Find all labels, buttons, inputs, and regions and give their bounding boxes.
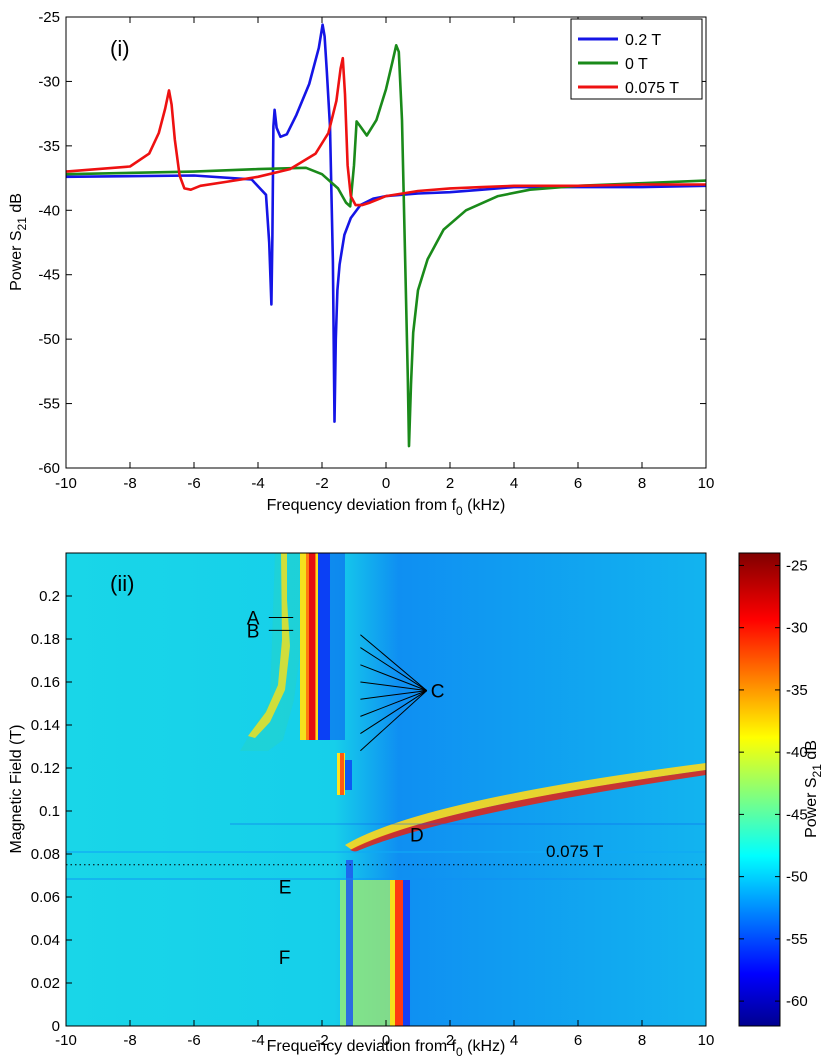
panel-label: (i) bbox=[110, 36, 130, 61]
x-tick-label: -4 bbox=[251, 1032, 264, 1049]
annotation-C-pointer bbox=[360, 690, 427, 717]
y-tick-label: 0.2 bbox=[39, 588, 60, 605]
x-tick-label: 10 bbox=[698, 1032, 715, 1049]
line-chart-panel: -10 -8 -6 -4 -2 0 2 4 6 8 10 -25 -30 -35 -40 -45 -50 -55 -… bbox=[8, 9, 714, 518]
colorbar-tick-label: -50 bbox=[786, 869, 808, 886]
legend-entry: 0.2 T bbox=[625, 32, 661, 49]
y-tick-label: 0.12 bbox=[31, 760, 60, 777]
dotted-line-label: 0.075 T bbox=[546, 842, 603, 861]
y-tick-label: -50 bbox=[38, 331, 60, 348]
y-tick-label: 0.02 bbox=[31, 975, 60, 992]
y-tick-label: -45 bbox=[38, 267, 60, 284]
x-tick-label: -2 bbox=[315, 475, 328, 492]
x-tick-label: -6 bbox=[187, 475, 200, 492]
x-tick-label: 4 bbox=[510, 1032, 518, 1049]
x-tick-label: 0 bbox=[382, 1032, 390, 1049]
y-tick-label: -55 bbox=[38, 396, 60, 413]
annotation-C-pointer bbox=[360, 647, 428, 692]
colorbar bbox=[738, 552, 781, 1027]
annotation-C-pointer bbox=[360, 690, 428, 752]
series-line-1 bbox=[66, 43, 706, 448]
series-line-0 bbox=[66, 23, 706, 423]
x-tick-label: -6 bbox=[187, 1032, 200, 1049]
panel-label: (ii) bbox=[110, 571, 134, 596]
y-tick-label: 0.06 bbox=[31, 889, 60, 906]
x-tick-label: 6 bbox=[574, 1032, 582, 1049]
heatmap-panel: -10 -8 -6 -4 -2 0 2 4 6 8 10 0 0.02 0.04 0.06 0.08 0.1 0.… bbox=[8, 552, 824, 1059]
annotation-A: A bbox=[247, 609, 260, 630]
annotation-C-pointer bbox=[360, 690, 428, 735]
x-tick-label: -4 bbox=[251, 475, 264, 492]
colorbar-tick-label: -25 bbox=[786, 557, 808, 574]
annotation-B: B bbox=[247, 621, 260, 642]
x-tick-label: 10 bbox=[698, 475, 715, 492]
x-tick-label: 2 bbox=[446, 475, 454, 492]
y-tick-label: 0.08 bbox=[31, 846, 60, 863]
y-tick-label: -40 bbox=[38, 202, 60, 219]
x-axis-label: Frequency deviation from f0 (kHz) bbox=[267, 497, 506, 518]
x-tick-label: 4 bbox=[510, 475, 518, 492]
y-tick-label: 0.04 bbox=[31, 932, 60, 949]
annotation-E: E bbox=[279, 877, 292, 898]
legend: 0.2 T 0 T 0.075 T bbox=[570, 18, 703, 100]
colorbar-tick-label: -60 bbox=[786, 993, 808, 1010]
x-tick-label: -10 bbox=[55, 1032, 77, 1049]
y-axis-label: Power S21 dB bbox=[8, 193, 29, 291]
annotation-D: D bbox=[410, 826, 424, 847]
y-tick-label: -25 bbox=[38, 9, 60, 26]
annotation-C-pointer bbox=[360, 634, 428, 691]
y-tick-label: -35 bbox=[38, 138, 60, 155]
legend-entry: 0 T bbox=[625, 56, 648, 73]
x-tick-label: 8 bbox=[638, 1032, 646, 1049]
x-tick-label: -2 bbox=[315, 1032, 328, 1049]
annotation-F: F bbox=[279, 948, 291, 969]
annotation-C-pointer bbox=[360, 690, 427, 700]
x-tick-label: -8 bbox=[123, 475, 136, 492]
y-axis-label: Magnetic Field (T) bbox=[8, 725, 25, 854]
y-tick-label: 0 bbox=[52, 1018, 60, 1035]
y-tick-label: 0.14 bbox=[31, 717, 60, 734]
x-tick-label: -8 bbox=[123, 1032, 136, 1049]
x-axis-label: Frequency deviation from f0 (kHz) bbox=[267, 1038, 506, 1059]
y-tick-label: -60 bbox=[38, 460, 60, 477]
annotation-C: C bbox=[431, 682, 445, 703]
x-tick-label: 6 bbox=[574, 475, 582, 492]
y-tick-label: -30 bbox=[38, 73, 60, 90]
x-tick-label: 0 bbox=[382, 475, 390, 492]
colorbar-tick-label: -35 bbox=[786, 682, 808, 699]
y-tick-label: 0.1 bbox=[39, 803, 60, 820]
legend-entry: 0.075 T bbox=[625, 80, 679, 97]
colorbar-tick-label: -30 bbox=[786, 620, 808, 637]
heatmap-image bbox=[66, 553, 706, 1026]
x-tick-label: 2 bbox=[446, 1032, 454, 1049]
colorbar-tick-label: -45 bbox=[786, 806, 808, 823]
x-tick-label: 8 bbox=[638, 475, 646, 492]
x-tick-label: -10 bbox=[55, 475, 77, 492]
colorbar-tick-label: -55 bbox=[786, 931, 808, 948]
y-tick-label: 0.18 bbox=[31, 631, 60, 648]
annotation-C-pointer bbox=[360, 664, 427, 692]
series-line-2 bbox=[66, 56, 706, 207]
y-tick-label: 0.16 bbox=[31, 674, 60, 691]
colorbar-tick-label: -40 bbox=[786, 744, 808, 761]
annotation-C-pointer bbox=[360, 681, 427, 692]
colorbar-label: Power S21 dB bbox=[803, 740, 824, 838]
